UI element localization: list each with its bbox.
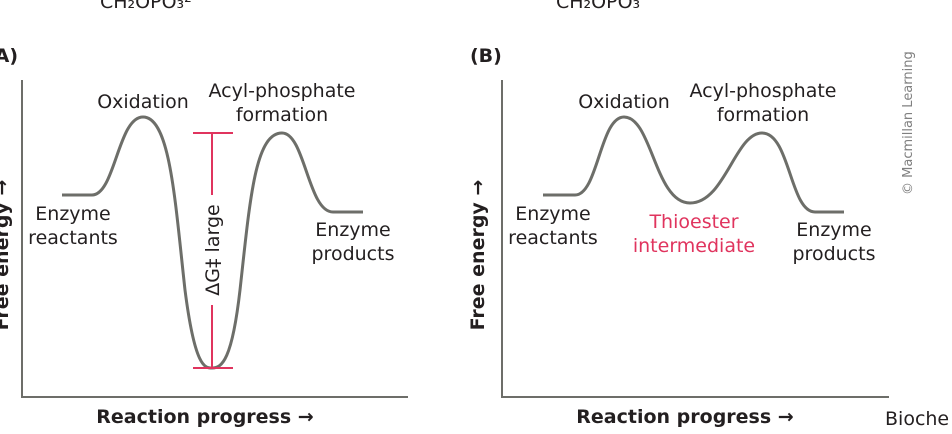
formula-b: CH₂OPO₃ [556,0,640,13]
panel-b-axes [501,80,889,398]
panel-a-peak2-label-1: Acyl-phosphate [209,80,356,102]
panel-b-y-axis-label: Free energy → [467,180,489,331]
panel-a-start-label-1: Enzyme [35,203,110,225]
panel-a-label: (A) [0,45,18,67]
panel-b-start-label-2: reactants [508,227,598,249]
formula-a: CH₂OPO₃²⁻ [100,0,202,13]
panel-b-end-label-2: products [793,243,876,265]
source-fragment: Bioche [885,408,949,430]
panel-a-axes [21,80,408,398]
panel-a: (A) Free energy → ΔG‡ large Oxidation Ac… [0,45,408,428]
panel-b-end-label-1: Enzyme [796,219,871,241]
panel-b-label: (B) [470,45,502,67]
panel-a-end-label-1: Enzyme [315,219,390,241]
panel-b-start-label-1: Enzyme [515,203,590,225]
panel-a-x-axis-label: Reaction progress → [96,406,313,428]
panel-a-start-label-2: reactants [28,227,118,249]
panel-a-y-axis-label: Free energy → [0,180,13,331]
panel-b-energy-curve [543,115,844,214]
panel-b-peak2-label-1: Acyl-phosphate [690,80,837,102]
panel-b-peak1-label: Oxidation [578,91,670,113]
panel-a-end-label-2: products [312,243,395,265]
panel-b-intermediate-label-1: Thioester [648,211,738,233]
panel-a-peak2-label-2: formation [236,104,328,126]
panel-a-peak1-label: Oxidation [97,91,189,113]
panel-a-barrier-bracket [193,132,233,369]
panel-b-intermediate-label-2: intermediate [633,235,755,257]
panel-a-barrier-label: ΔG‡ large [202,204,224,295]
panel-b-x-axis-label: Reaction progress → [576,406,793,428]
panel-b: (B) Free energy → Oxidation Acyl-phospha… [467,45,889,428]
panel-b-peak2-label-2: formation [717,104,809,126]
copyright-credit: © Macmillan Learning [901,51,916,195]
